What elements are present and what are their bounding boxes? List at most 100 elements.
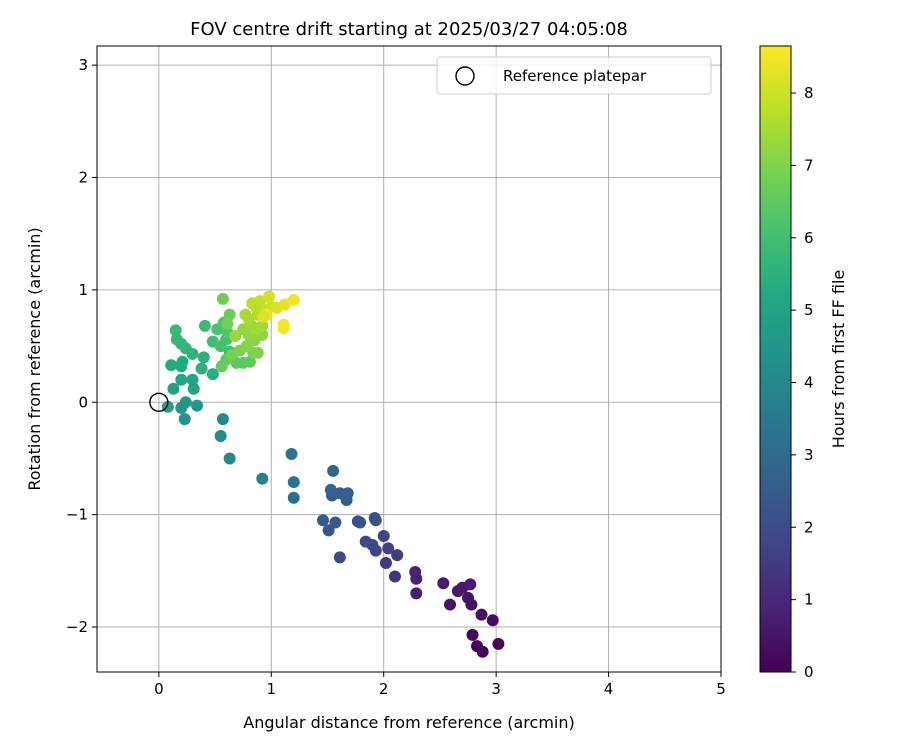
data-point — [256, 319, 269, 332]
legend-box — [436, 56, 712, 95]
data-point — [277, 318, 290, 331]
data-point — [354, 516, 367, 529]
data-point — [197, 351, 210, 364]
data-point — [287, 491, 300, 504]
colorbar-tick-label: 5 — [804, 301, 814, 319]
y-axis-label: Rotation from reference (arcmin) — [25, 227, 44, 490]
x-tick-label: 4 — [604, 680, 614, 698]
data-point — [329, 516, 342, 529]
colorbar-tick-label: 6 — [804, 229, 814, 247]
data-point — [216, 413, 229, 426]
x-tick-label: 0 — [154, 680, 164, 698]
data-point — [333, 551, 346, 564]
data-point — [251, 346, 264, 359]
data-point — [256, 472, 269, 485]
data-point — [186, 373, 199, 386]
colorbar-label: Hours from first FF file — [829, 270, 848, 449]
x-tick-label: 3 — [491, 680, 501, 698]
data-point — [462, 591, 475, 604]
legend: Reference platepar — [436, 56, 712, 95]
x-tick-label: 1 — [266, 680, 276, 698]
data-point — [322, 524, 335, 537]
data-point — [377, 530, 390, 543]
data-point — [486, 614, 499, 627]
y-tick-label: 0 — [78, 393, 88, 411]
data-point — [466, 628, 479, 641]
data-point — [475, 608, 488, 621]
data-point — [464, 578, 477, 591]
y-tick-label: −1 — [66, 506, 88, 524]
data-points — [161, 290, 505, 658]
data-point — [285, 447, 298, 460]
data-point — [229, 329, 242, 342]
data-point — [170, 333, 183, 346]
data-point — [165, 359, 178, 372]
data-point — [278, 298, 291, 311]
colorbar-tick-label: 0 — [804, 663, 814, 681]
x-axis-ticks: 0 1 2 3 4 5 — [154, 672, 726, 698]
colorbar-ticks: 0 1 2 3 4 5 6 7 8 — [791, 84, 814, 681]
data-point — [263, 290, 276, 303]
data-point — [409, 565, 422, 578]
colorbar: 0 1 2 3 4 5 6 7 8 Hours from first FF file — [759, 45, 848, 681]
data-point — [437, 577, 450, 590]
colorbar-tick-label: 1 — [804, 591, 814, 609]
colorbar-tick-label: 8 — [804, 84, 814, 102]
legend-marker — [455, 66, 475, 86]
data-point — [216, 292, 229, 305]
x-tick-label: 5 — [716, 680, 726, 698]
colorbar-gradient — [759, 45, 792, 673]
data-point — [379, 556, 392, 569]
legend-label: Reference platepar — [503, 67, 647, 85]
data-point — [169, 324, 182, 337]
data-point — [221, 317, 234, 330]
data-point — [359, 535, 372, 548]
chart-title: FOV centre drift starting at 2025/03/27 … — [190, 19, 628, 40]
data-point — [175, 373, 188, 386]
data-point — [243, 355, 256, 368]
data-point — [223, 308, 236, 321]
data-point — [178, 413, 191, 426]
data-point — [324, 483, 337, 496]
y-axis-ticks: −2 −1 0 1 2 3 — [66, 56, 97, 636]
data-point — [257, 310, 270, 323]
data-point — [214, 429, 227, 442]
data-point — [198, 319, 211, 332]
plot-frame — [96, 45, 722, 673]
data-point — [287, 293, 300, 306]
data-point — [191, 399, 204, 412]
data-point — [341, 487, 354, 500]
data-point — [179, 396, 192, 409]
data-point — [223, 452, 236, 465]
colorbar-tick-label: 2 — [804, 518, 814, 536]
data-point — [195, 362, 208, 375]
data-point — [492, 637, 505, 650]
data-point — [410, 587, 423, 600]
data-point — [391, 549, 404, 562]
data-point — [316, 514, 329, 527]
data-point — [471, 640, 484, 653]
data-point — [287, 476, 300, 489]
colorbar-tick-label: 7 — [804, 156, 814, 174]
data-point — [242, 313, 255, 326]
reference-marker — [149, 392, 169, 412]
data-point — [206, 368, 219, 381]
data-point — [254, 295, 267, 308]
y-tick-label: 2 — [78, 168, 88, 186]
y-tick-label: −2 — [66, 618, 88, 636]
colorbar-tick-label: 3 — [804, 446, 814, 464]
data-point — [369, 514, 382, 527]
y-tick-label: 3 — [78, 56, 88, 74]
data-point — [388, 570, 401, 583]
data-point — [215, 360, 228, 373]
x-tick-label: 2 — [379, 680, 389, 698]
data-point — [327, 464, 340, 477]
data-point — [187, 382, 200, 395]
y-tick-label: 1 — [78, 281, 88, 299]
data-point — [167, 382, 180, 395]
colorbar-tick-label: 4 — [804, 374, 814, 392]
x-axis-label: Angular distance from reference (arcmin) — [243, 713, 574, 732]
data-point — [444, 598, 457, 611]
data-point — [382, 542, 395, 555]
